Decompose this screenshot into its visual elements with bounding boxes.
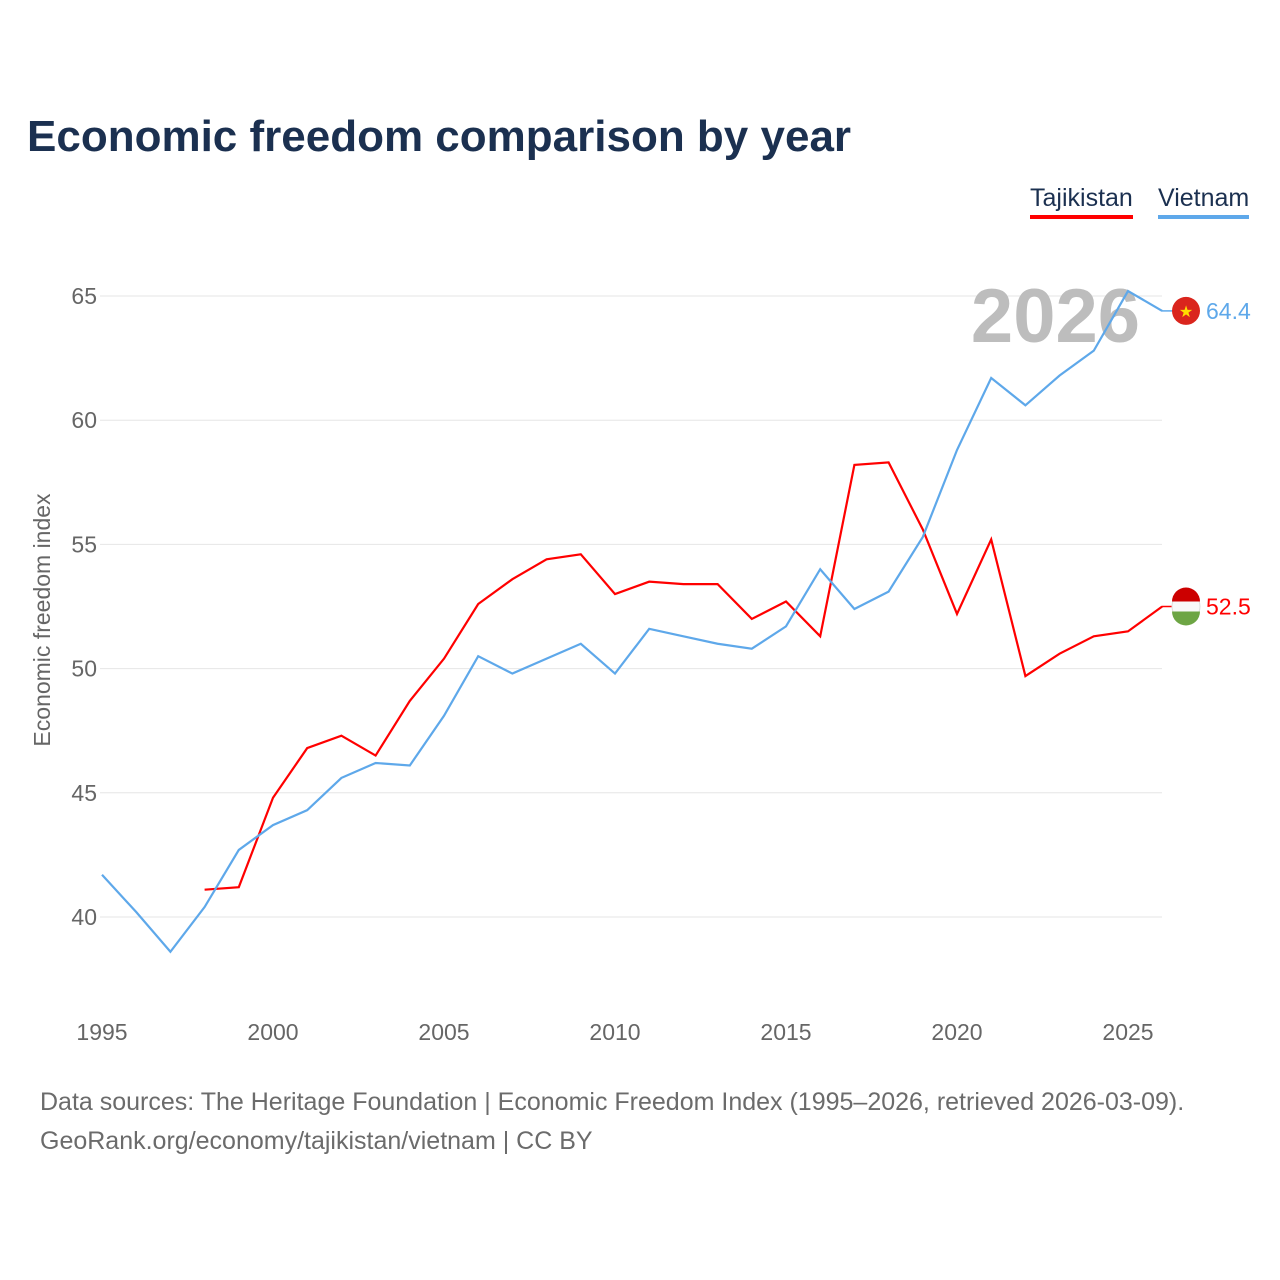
y-tick-label: 40 [71,904,97,930]
x-tick-label: 2000 [247,1019,298,1045]
y-tick-label: 65 [71,283,97,309]
footer-sources: Data sources: The Heritage Foundation | … [40,1088,1185,1116]
legend-tajikistan[interactable]: Tajikistan [1030,184,1133,219]
footer-credit: GeoRank.org/economy/tajikistan/vietnam |… [40,1127,593,1155]
flag-star-icon: ★ [1179,304,1193,321]
year-watermark: 2026 [971,274,1140,359]
y-tick-label: 55 [71,531,97,557]
flag-green-band [1172,611,1200,626]
end-value-label: 52.5 [1206,594,1251,620]
x-tick-label: 1995 [76,1019,127,1045]
series-line-vietnam [101,289,1163,954]
x-tick-label: 2015 [760,1019,811,1045]
flag-red-band [1172,587,1200,602]
y-tick-label: 50 [71,656,97,682]
x-tick-label: 2005 [418,1019,469,1045]
x-tick-label: 2010 [589,1019,640,1045]
y-axis-label: Economic freedom index [29,493,55,747]
chart-title: Economic freedom comparison by year [27,112,852,161]
series-line-tajikistan [204,461,1163,891]
x-tick-label: 2020 [931,1019,982,1045]
x-tick-label: 2025 [1102,1019,1153,1045]
legend-vietnam[interactable]: Vietnam [1158,184,1250,219]
end-value-label: 64.4 [1206,298,1251,324]
y-tick-label: 60 [71,407,97,433]
vietnam-flag-icon [1172,296,1200,325]
y-tick-label: 45 [71,780,97,806]
